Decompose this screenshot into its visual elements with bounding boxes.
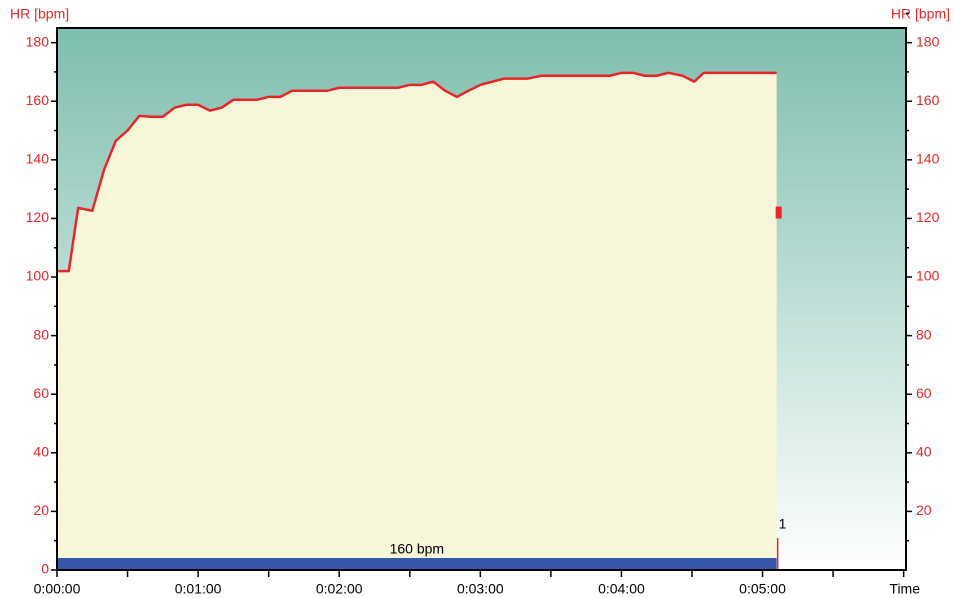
x-tick-label: 0:02:00 xyxy=(316,581,363,597)
y2-tick-label: 20 xyxy=(916,502,932,518)
x-tick-label: 0:05:00 xyxy=(739,581,786,597)
lap-label: 1 xyxy=(779,516,787,532)
area xyxy=(57,72,777,571)
y2-tick-label: 40 xyxy=(916,444,932,460)
x-tick-label: 0:01:00 xyxy=(175,581,222,597)
y-tick-label: 40 xyxy=(33,444,49,460)
y2-tick-label: 80 xyxy=(916,326,932,342)
y-tick-label: 160 xyxy=(26,92,50,108)
lap-marker xyxy=(775,206,782,219)
y-tick-label: 20 xyxy=(33,502,49,518)
y2-axis-label: HR [bpm] xyxy=(891,6,950,22)
y2-tick-label: 160 xyxy=(916,92,940,108)
y-tick-label: 120 xyxy=(26,209,50,225)
x-tick-label: 0:04:00 xyxy=(598,581,645,597)
y-tick-label: 80 xyxy=(33,326,49,342)
y-tick-label: 140 xyxy=(26,151,50,167)
zone-bar xyxy=(57,558,777,570)
y2-tick-label: 180 xyxy=(916,33,940,49)
y-axis-label: HR [bpm] xyxy=(10,6,69,22)
y-tick-label: 100 xyxy=(26,268,50,284)
line xyxy=(57,71,777,273)
x-tick-label: 0:00:00 xyxy=(34,581,81,597)
y-tick-label: 0 xyxy=(41,561,49,577)
x-tick-label: 0:03:00 xyxy=(457,581,504,597)
y2-tick-label: 120 xyxy=(916,209,940,225)
y2-tick-label: 60 xyxy=(916,385,932,401)
y2-tick-label: 100 xyxy=(916,268,940,284)
zone-label: 160 bpm xyxy=(390,541,444,557)
x-axis-label: Time xyxy=(889,581,920,597)
y-tick-label: 180 xyxy=(26,33,50,49)
plot-frame xyxy=(56,27,907,571)
y-tick-label: 60 xyxy=(33,385,49,401)
marks xyxy=(57,71,782,571)
y2-tick-label: 140 xyxy=(916,151,940,167)
